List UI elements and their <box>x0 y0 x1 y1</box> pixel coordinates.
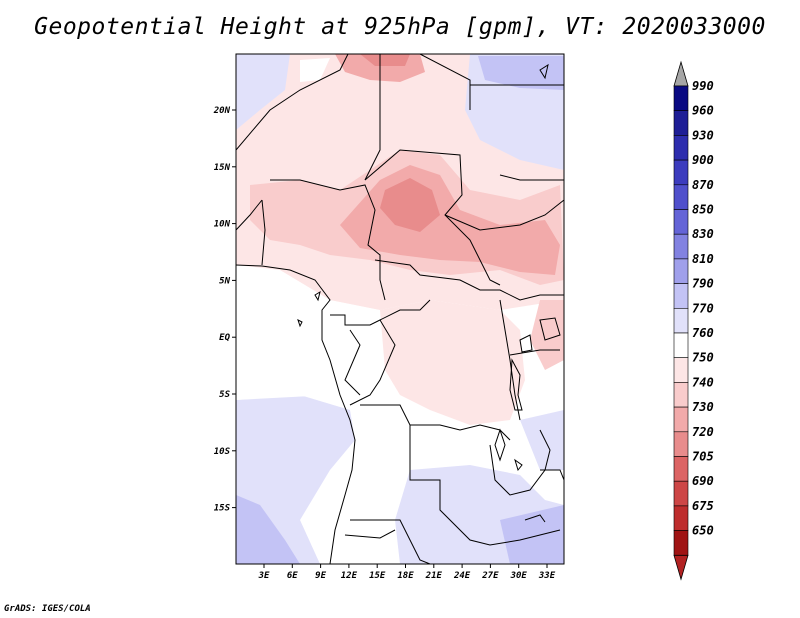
colorbar-label: 770 <box>692 301 714 315</box>
lon-label: 9E <box>315 571 326 581</box>
colorbar-swatch <box>673 332 689 359</box>
lat-label: 5S <box>219 390 230 400</box>
colorbar-bottom-arrow <box>673 554 689 581</box>
colorbar-swatch <box>673 357 689 383</box>
lon-label: 27E <box>481 571 499 581</box>
latitude-axis: 20N 15N 10N 5N EQ 5S 10S 15S <box>213 106 236 514</box>
lat-label: 20N <box>213 106 231 116</box>
lat-label: 10S <box>214 447 231 457</box>
colorbar-label: 750 <box>692 351 714 365</box>
colorbar-label: 960 <box>692 104 714 118</box>
country-borders <box>236 54 564 564</box>
colorbar-swatch <box>673 530 689 556</box>
grads-credit: GrADS: IGES/COLA <box>4 604 91 614</box>
colorbar-swatch <box>673 159 689 186</box>
lon-label: 21E <box>425 571 443 581</box>
colorbar-top-arrow <box>673 60 689 87</box>
colorbar-label: 720 <box>692 425 714 439</box>
colorbar-label: 990 <box>692 79 714 93</box>
lat-label: 5N <box>219 276 230 286</box>
lon-label: 15E <box>369 571 386 581</box>
lon-label: 24E <box>453 571 471 581</box>
colorbar-swatch <box>673 184 689 210</box>
colorbar-label: 830 <box>692 227 714 241</box>
lon-label: 12E <box>341 571 358 581</box>
colorbar-label: 900 <box>692 153 714 167</box>
colorbar-label: 650 <box>692 524 714 538</box>
colorbar-label: 690 <box>692 474 714 488</box>
lon-label: 6E <box>287 571 298 581</box>
colorbar-label: 870 <box>692 178 714 192</box>
height-field <box>236 54 564 564</box>
colorbar-label: 730 <box>692 400 714 414</box>
lon-label: 33E <box>538 571 556 581</box>
lon-label: 30E <box>510 571 528 581</box>
lat-label: EQ <box>219 333 230 343</box>
colorbar-label: 760 <box>692 326 714 340</box>
colorbar-label: 790 <box>692 277 714 291</box>
colorbar-swatch <box>673 505 689 531</box>
colorbar-label: 675 <box>692 499 714 513</box>
lat-label: 15S <box>214 504 231 514</box>
lon-label: 3E <box>258 571 270 581</box>
colorbar-swatch <box>673 85 689 112</box>
colorbar-label: 705 <box>692 450 714 464</box>
longitude-axis: 3E 6E 9E 12E 15E 18E 21E 24E 27E 30E 33E <box>258 564 556 581</box>
colorbar-swatch <box>673 209 689 235</box>
chart-title: Geopotential Height at 925hPa [gpm], VT:… <box>34 14 766 40</box>
colorbar-swatch <box>673 258 689 284</box>
map-frame <box>235 53 565 565</box>
colorbar-swatch <box>673 135 689 161</box>
colorbar-swatch <box>673 283 689 309</box>
colorbar-swatch <box>673 406 689 433</box>
lon-label: 18E <box>397 571 414 581</box>
colorbar-label: 850 <box>692 203 714 217</box>
lat-label: 15N <box>214 163 231 173</box>
colorbar-swatch <box>673 233 689 260</box>
lat-label: 10N <box>214 220 231 230</box>
colorbar-swatch <box>673 431 689 457</box>
colorbar-swatch <box>673 456 689 482</box>
colorbar-swatch <box>673 480 689 507</box>
colorbar-label: 740 <box>692 375 714 389</box>
colorbar-swatch <box>673 382 689 408</box>
colorbar-swatch <box>673 307 689 334</box>
colorbar-label: 810 <box>692 252 714 266</box>
colorbar-label: 930 <box>692 128 714 142</box>
colorbar: 990 960 930 900 870 850 830 810 790 770 760 750 740 7… <box>673 60 714 581</box>
colorbar-swatch <box>673 110 689 136</box>
